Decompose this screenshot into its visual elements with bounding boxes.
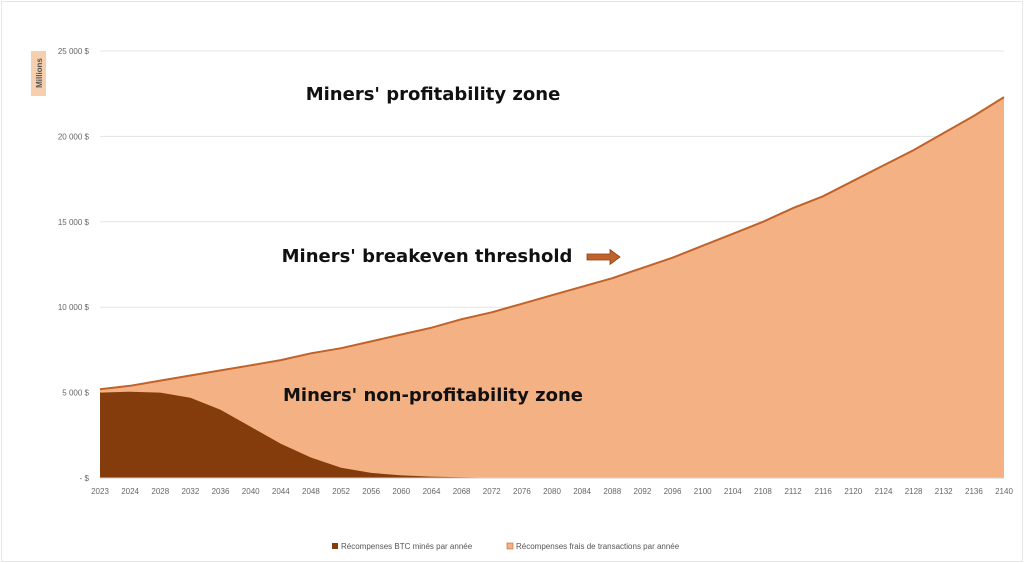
- x-tick-label: 2116: [815, 487, 833, 496]
- area-btc-mined: [100, 391, 1004, 478]
- y-tick-label: 15 000 $: [58, 218, 90, 227]
- annotation-breakeven-threshold: Miners' breakeven threshold: [282, 246, 573, 267]
- x-tick-label: 2076: [513, 487, 531, 496]
- x-tick-label: 2128: [905, 487, 923, 496]
- x-tick-label: 2048: [302, 487, 320, 496]
- x-tick-label: 2036: [212, 487, 230, 496]
- x-tick-label: 2136: [965, 487, 983, 496]
- x-tick-label: 2096: [664, 487, 682, 496]
- x-tick-label: 2064: [423, 487, 441, 496]
- y-tick-label: 25 000 $: [58, 47, 90, 56]
- x-tick-label: 2120: [844, 487, 862, 496]
- x-tick-label: 2024: [121, 487, 139, 496]
- legend: Récompenses BTC minés par année Récompen…: [332, 542, 680, 551]
- x-tick-label: 2084: [573, 487, 591, 496]
- legend-swatch-btc-mined: [332, 543, 338, 549]
- legend-label-transaction-fees: Récompenses frais de transactions par an…: [516, 542, 680, 551]
- x-tick-label: 2112: [784, 487, 802, 496]
- x-tick-label: 2088: [603, 487, 621, 496]
- x-tick-label: 2072: [483, 487, 501, 496]
- x-tick-label: 2023: [91, 487, 109, 496]
- x-tick-label: 2044: [272, 487, 290, 496]
- x-tick-label: 2056: [362, 487, 380, 496]
- line-transaction-fees: [99, 96, 1005, 391]
- area-transaction-fees: [100, 97, 1004, 478]
- annotation-profitability-zone: Miners' profitability zone: [306, 84, 561, 105]
- legend-item-btc-mined: Récompenses BTC minés par année: [332, 542, 473, 551]
- x-tick-label: 2028: [151, 487, 169, 496]
- x-tick-label: 2052: [332, 487, 350, 496]
- y-tick-label: 5 000 $: [62, 389, 89, 398]
- y-tick-label: 20 000 $: [58, 132, 90, 141]
- unit-label-text: Millions: [35, 58, 44, 88]
- y-axis-ticks: - $ 5 000 $ 10 000 $ 15 000 $ 20 000 $ 25 000…: [58, 47, 90, 483]
- x-tick-label: 2068: [453, 487, 471, 496]
- x-axis-ticks: 2023 2024 2028 2032 2036 2040 2044 2048 2052 2056…: [91, 487, 1013, 496]
- x-tick-label: 2100: [694, 487, 712, 496]
- x-tick-label: 2108: [754, 487, 772, 496]
- x-tick-label: 2092: [634, 487, 652, 496]
- x-tick-label: 2080: [543, 487, 561, 496]
- unit-label: Millions: [31, 51, 46, 96]
- x-tick-label: 2140: [995, 487, 1013, 496]
- x-tick-label: 2104: [724, 487, 742, 496]
- annotation-non-profitability-zone: Miners' non-profitability zone: [283, 385, 583, 406]
- y-tick-label: 10 000 $: [58, 303, 90, 312]
- y-tick-label: - $: [80, 474, 90, 483]
- legend-swatch-transaction-fees: [506, 542, 514, 550]
- x-tick-label: 2132: [935, 487, 953, 496]
- series-areas: [99, 96, 1005, 479]
- x-tick-label: 2060: [392, 487, 410, 496]
- legend-label-btc-mined: Récompenses BTC minés par année: [341, 542, 473, 551]
- legend-item-transaction-fees: Récompenses frais de transactions par an…: [506, 542, 680, 551]
- x-tick-label: 2032: [182, 487, 200, 496]
- unit-label-background: [31, 51, 46, 96]
- breakeven-arrow-icon: [586, 248, 621, 266]
- x-tick-label: 2040: [242, 487, 260, 496]
- x-tick-label: 2124: [875, 487, 893, 496]
